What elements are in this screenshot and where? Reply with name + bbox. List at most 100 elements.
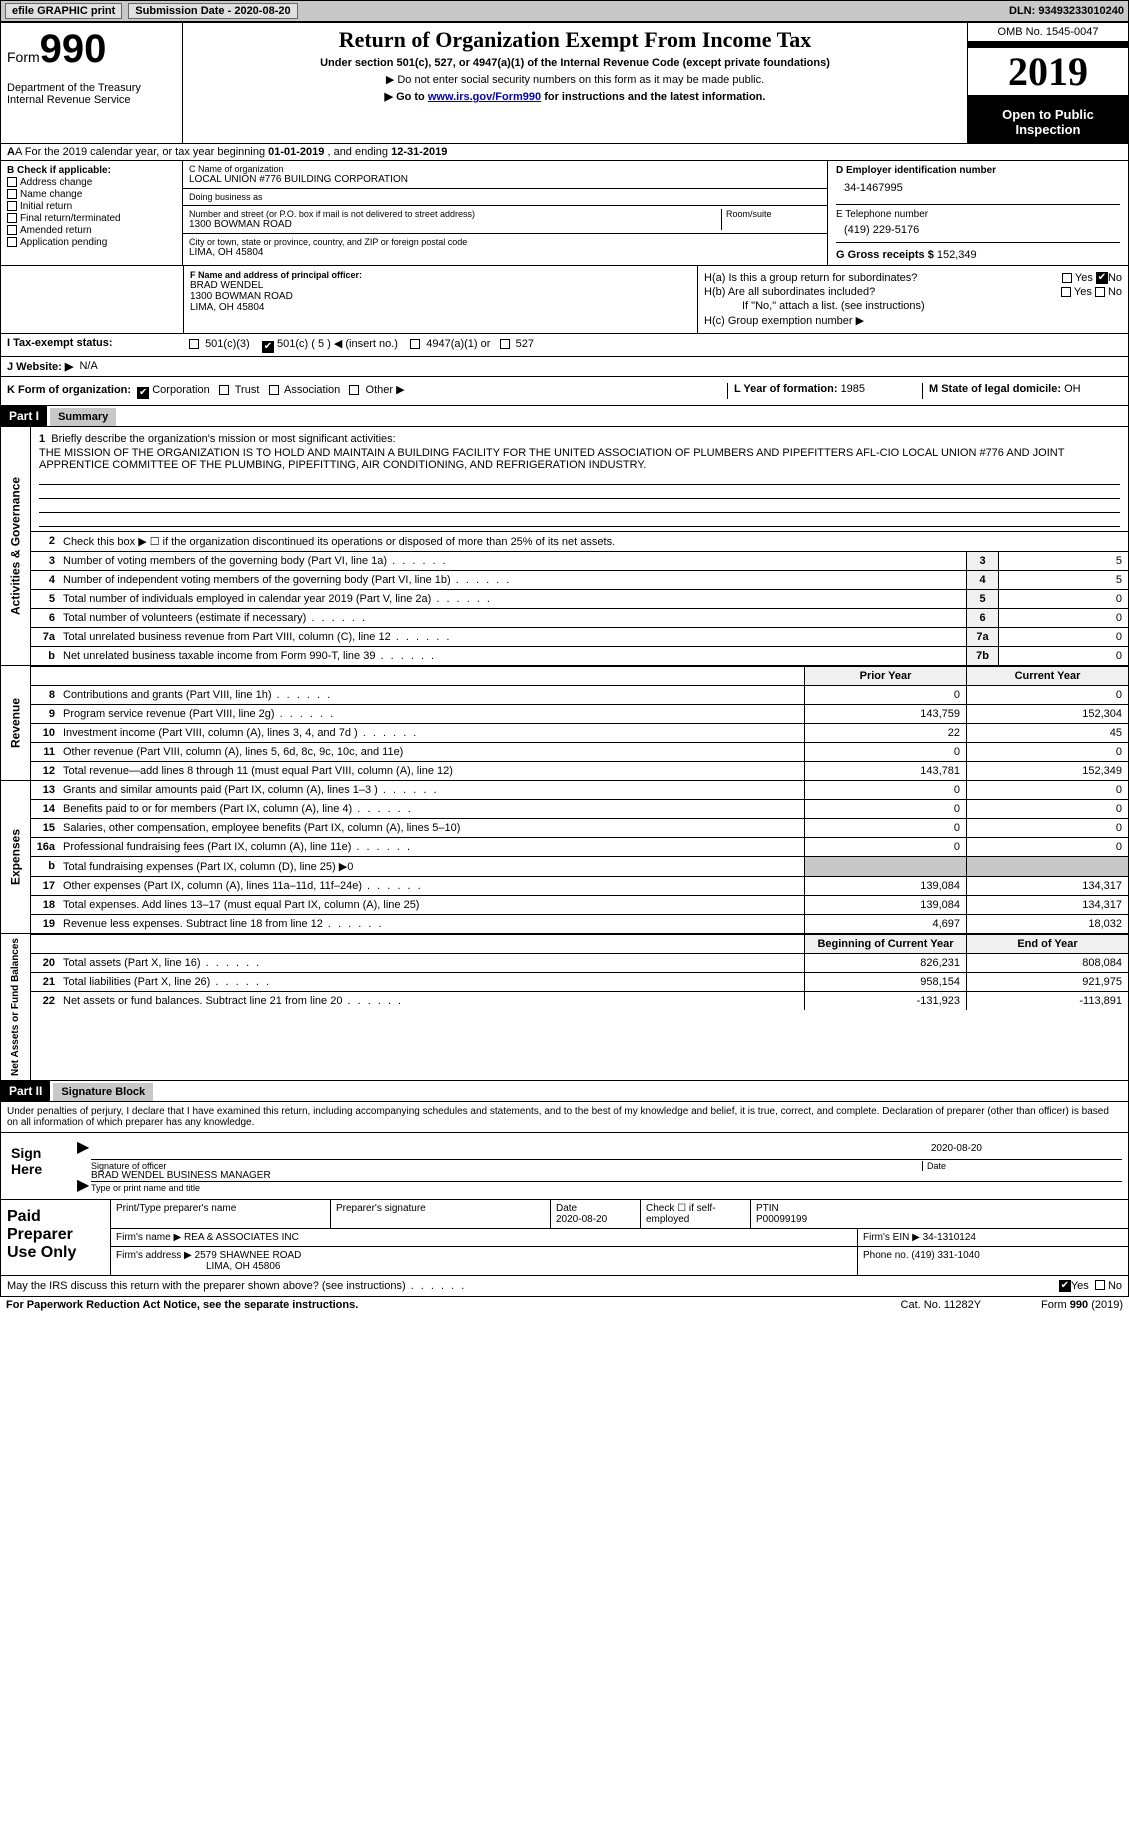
sign-here-label: Sign Here [7,1137,77,1195]
firm-phone: (419) 331-1040 [911,1250,979,1261]
i-o2: 501(c) ( 5 ) ◀ (insert no.) [277,338,398,350]
c-city-cell: City or town, state or province, country… [183,234,827,261]
line11-text: Other revenue (Part VIII, column (A), li… [59,743,804,761]
i-501c-checkbox[interactable]: ✔ [262,341,274,353]
state-domicile: OH [1064,383,1081,395]
goto-post: for instructions and the latest informat… [541,91,765,103]
hdr-beginning-year: Beginning of Current Year [804,935,966,953]
goto-line: ▶ Go to www.irs.gov/Form990 for instruct… [191,90,959,103]
officer-addr2: LIMA, OH 45804 [190,302,691,313]
form-number: Form990 [7,27,176,72]
i-527-checkbox[interactable] [500,339,510,349]
dln-label: DLN: [1009,5,1038,17]
rowA-begin: 01-01-2019 [268,146,324,158]
line11-current: 0 [966,743,1128,761]
c-addr-cell: Number and street (or P.O. box if mail i… [183,206,827,234]
prep-sig-hdr: Preparer's signature [331,1200,551,1228]
discuss-yes-checkbox[interactable]: ✔ [1059,1280,1071,1292]
line21-prior: 958,154 [804,973,966,991]
line4-value: 5 [998,571,1128,589]
col-h: H(a) Is this a group return for subordin… [698,266,1128,333]
cat-no: Cat. No. 11282Y [901,1299,982,1311]
line7b-value: 0 [998,647,1128,665]
omb-number: OMB No. 1545-0047 [968,23,1128,42]
ha-yes: Yes [1075,272,1093,284]
i-4947-checkbox[interactable] [410,339,420,349]
discuss-yes: Yes [1071,1280,1089,1292]
line9-current: 152,304 [966,705,1128,723]
line20-prior: 826,231 [804,954,966,972]
line16a-text: Professional fundraising fees (Part IX, … [59,838,804,856]
section-governance: Activities & Governance 1 Briefly descri… [0,427,1129,666]
dept-label: Department of the Treasury Internal Reve… [7,82,176,106]
i-o1: 501(c)(3) [205,338,250,350]
part2-header: Part II Signature Block [0,1081,1129,1102]
line14-prior: 0 [804,800,966,818]
rowA-pre: A For the 2019 calendar year, or tax yea… [15,146,268,158]
k-other-checkbox[interactable] [349,385,359,395]
chk-name-change[interactable]: Name change [7,189,176,200]
hb-no-checkbox[interactable] [1095,287,1105,297]
row-fh: F Name and address of principal officer:… [0,266,1129,334]
line18-text: Total expenses. Add lines 13–17 (must eq… [59,896,804,914]
mission-label: Briefly describe the organization's miss… [51,433,395,445]
paid-preparer-label: Paid Preparer Use Only [1,1200,111,1275]
chk-initial-return[interactable]: Initial return [7,201,176,212]
line13-prior: 0 [804,781,966,799]
form-word: Form [7,49,40,65]
side-revenue: Revenue [1,666,31,780]
ein-value: 34-1467995 [844,182,1120,194]
chk-address-change[interactable]: Address change [7,177,176,188]
top-bar: efile GRAPHIC print Submission Date - 20… [0,0,1129,22]
k-assoc-checkbox[interactable] [269,385,279,395]
line3-value: 5 [998,552,1128,570]
line5-value: 0 [998,590,1128,608]
dln-value: 93493233010240 [1038,5,1124,17]
form-subtitle: Under section 501(c), 527, or 4947(a)(1)… [191,57,959,69]
section-expenses: Expenses 13Grants and similar amounts pa… [0,781,1129,934]
c-city-label: City or town, state or province, country… [189,237,821,247]
discuss-no-checkbox[interactable] [1095,1280,1105,1290]
side-net-assets: Net Assets or Fund Balances [1,934,31,1080]
submission-date-value: 2020-08-20 [234,5,290,17]
line16a-current: 0 [966,838,1128,856]
part1-title: Summary [50,408,116,426]
line7a-text: Total unrelated business revenue from Pa… [59,628,966,646]
line17-prior: 139,084 [804,877,966,895]
ptin-value: P00099199 [756,1214,807,1225]
year-formation: 1985 [841,383,865,395]
line22-current: -113,891 [966,992,1128,1010]
i-501c3-checkbox[interactable] [189,339,199,349]
sign-here-block: Sign Here ▶▶ Signature of officer Date 2… [0,1133,1129,1200]
gross-receipts-value: 152,349 [937,249,977,261]
line10-prior: 22 [804,724,966,742]
chk-application-pending[interactable]: Application pending [7,237,176,248]
i-o4: 527 [516,338,534,350]
prep-selfemp-hdr[interactable]: Check ☐ if self-employed [641,1200,751,1228]
line2-text: Check this box ▶ ☐ if the organization d… [59,532,1128,551]
g-gross-label: G Gross receipts $ [836,249,937,261]
rowA-mid: , and ending [324,146,391,158]
line14-current: 0 [966,800,1128,818]
paperwork-notice: For Paperwork Reduction Act Notice, see … [6,1299,901,1311]
k-label: K Form of organization: [7,384,131,396]
f-label: F Name and address of principal officer: [190,270,691,280]
k-corp-checkbox[interactable]: ✔ [137,387,149,399]
ha-no-checkbox[interactable]: ✔ [1096,272,1108,284]
form990-link[interactable]: www.irs.gov/Form990 [428,91,541,103]
firm-name-cell: Firm's name ▶ REA & ASSOCIATES INC [111,1229,858,1246]
line5-text: Total number of individuals employed in … [59,590,966,608]
l-label: L Year of formation: [734,383,841,395]
line15-text: Salaries, other compensation, employee b… [59,819,804,837]
c-dba-label: Doing business as [189,192,821,202]
k-trust-checkbox[interactable] [219,385,229,395]
chk-final-return[interactable]: Final return/terminated [7,213,176,224]
ha-label: H(a) Is this a group return for subordin… [704,272,1062,284]
efile-print-button[interactable]: efile GRAPHIC print [5,3,122,19]
sig-date-label: Date [922,1161,1122,1171]
chk-amended-return[interactable]: Amended return [7,225,176,236]
line6-value: 0 [998,609,1128,627]
ha-yes-checkbox[interactable] [1062,273,1072,283]
firm-addr1: 2579 SHAWNEE ROAD [195,1250,302,1261]
hb-yes-checkbox[interactable] [1061,287,1071,297]
